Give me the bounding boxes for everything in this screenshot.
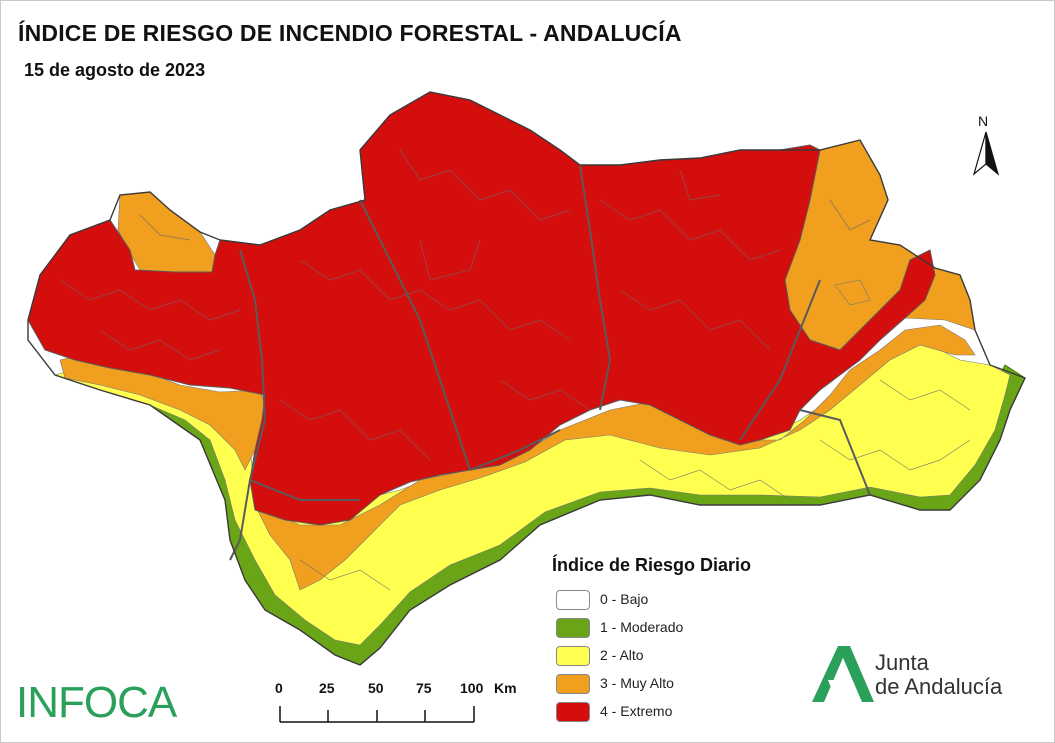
legend-item: 1 - Moderado xyxy=(552,618,751,646)
infoca-logo: INFOCA xyxy=(16,678,177,727)
legend-swatch-moderado xyxy=(556,618,590,638)
legend-label: 0 - Bajo xyxy=(600,591,649,607)
legend-item: 3 - Muy Alto xyxy=(552,674,751,702)
region-outline xyxy=(27,91,1026,666)
scale-tick-label: 100 xyxy=(460,680,484,696)
legend-item: 0 - Bajo xyxy=(552,590,751,618)
north-arrow-icon xyxy=(972,131,1000,176)
legend-swatch-alto xyxy=(556,646,590,666)
junta-line1: Junta xyxy=(875,650,929,675)
map-title: ÍNDICE DE RIESGO DE INCENDIO FORESTAL - … xyxy=(18,20,682,46)
north-label: N xyxy=(978,113,989,129)
scale-tick-label: 0 xyxy=(275,680,283,696)
junta-andalucia-logo-icon xyxy=(812,646,874,702)
legend: Índice de Riesgo Diario 0 - Bajo 1 - Mod… xyxy=(552,555,751,730)
map-date: 15 de agosto de 2023 xyxy=(24,60,206,80)
province-borders xyxy=(229,164,871,561)
legend-item: 2 - Alto xyxy=(552,646,751,674)
legend-swatch-bajo xyxy=(556,590,590,610)
legend-label: 3 - Muy Alto xyxy=(600,675,674,691)
scale-tick-label: 75 xyxy=(416,680,432,696)
scale-bar: 0 25 50 75 100 Km xyxy=(270,680,540,730)
legend-label: 1 - Moderado xyxy=(600,619,684,635)
zone-muy-alto-inset xyxy=(834,279,871,306)
scale-unit: Km xyxy=(494,680,517,696)
municipal-borders xyxy=(59,149,971,591)
junta-line2: de Andalucía xyxy=(875,674,1003,699)
legend-item: 4 - Extremo xyxy=(552,702,751,730)
scale-tick-label: 50 xyxy=(368,680,384,696)
scale-tick-label: 25 xyxy=(319,680,335,696)
scale-ruler xyxy=(279,706,475,723)
legend-swatch-extremo xyxy=(556,702,590,722)
legend-swatch-muy-alto xyxy=(556,674,590,694)
legend-label: 2 - Alto xyxy=(600,647,644,663)
legend-label: 4 - Extremo xyxy=(600,703,673,719)
legend-title: Índice de Riesgo Diario xyxy=(552,555,752,575)
